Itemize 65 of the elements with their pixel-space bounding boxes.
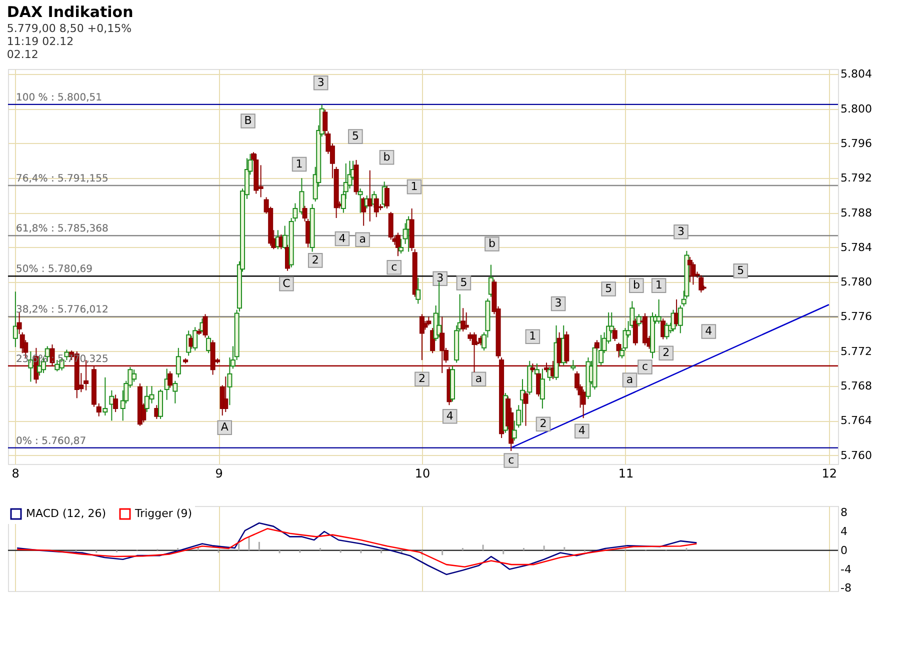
annotation: 2 bbox=[540, 417, 547, 430]
x-tick-label: 11 bbox=[618, 466, 634, 480]
annotation: 3 bbox=[554, 296, 562, 310]
y-tick-label: -4 bbox=[840, 562, 852, 576]
y-tick-label: 5.788 bbox=[840, 206, 872, 220]
annotation: 5 bbox=[352, 130, 359, 143]
y-tick-label: 5.784 bbox=[840, 240, 872, 254]
y-tick-label: 5.772 bbox=[840, 344, 872, 358]
annotation: 2 bbox=[662, 346, 670, 360]
x-tick-label: 10 bbox=[414, 466, 430, 480]
ref-line-label: 38,2% : 5.776,012 bbox=[16, 304, 108, 316]
text: 11:19 02.12 bbox=[6, 34, 74, 48]
annotation: 1 bbox=[410, 180, 418, 193]
y-tick-label: -8 bbox=[840, 582, 852, 595]
ref-line-label: 50% : 5.780,69 bbox=[16, 264, 92, 276]
annotation: 2 bbox=[418, 372, 426, 386]
x-tick-label: 12 bbox=[822, 466, 838, 480]
annotation: a bbox=[475, 372, 482, 386]
y-tick-label: 5.780 bbox=[840, 276, 872, 289]
annotation: 4 bbox=[338, 232, 346, 245]
y-tick-label: 5.800 bbox=[840, 102, 872, 116]
y-tick-label: 8 bbox=[840, 506, 848, 520]
annotation: C bbox=[282, 276, 291, 290]
y-tick-label: 5.760 bbox=[840, 448, 872, 462]
annotation: 1 bbox=[529, 330, 536, 343]
chart-subtitle: 5.779,00 8,50 +0,15% bbox=[6, 22, 132, 35]
annotation: 4 bbox=[578, 424, 586, 438]
ref-line-label: 100 % : 5.800,51 bbox=[16, 92, 102, 104]
y-tick-label: 5.776 bbox=[840, 310, 872, 324]
annotation: a bbox=[359, 232, 366, 246]
chart-title: DAX Indikation bbox=[6, 2, 134, 21]
annotation: 4 bbox=[705, 324, 712, 338]
y-tick-label: 4 bbox=[840, 525, 848, 538]
y-tick-label: 5.804 bbox=[840, 68, 872, 81]
annotation: 3 bbox=[678, 224, 685, 238]
y-tick-label: 5.768 bbox=[840, 380, 872, 393]
y-tick-label: 0 bbox=[840, 544, 848, 557]
annotation: b bbox=[488, 236, 496, 250]
annotation: 3 bbox=[317, 76, 324, 89]
annotation: A bbox=[220, 420, 229, 434]
annotation: b bbox=[632, 278, 640, 292]
annotation: a bbox=[626, 372, 634, 386]
annotation: 5 bbox=[460, 276, 468, 289]
legend-label: MACD (12, 26) bbox=[26, 507, 106, 520]
x-tick-label: 8 bbox=[12, 466, 20, 480]
ref-line-label: 0% : 5.760,87 bbox=[16, 436, 86, 447]
annotation: 5 bbox=[605, 282, 612, 296]
annotation: 2 bbox=[312, 253, 319, 266]
y-tick-label: 5.796 bbox=[840, 136, 872, 150]
annotation: 4 bbox=[446, 409, 454, 422]
annotation: B bbox=[244, 114, 252, 127]
text: 02.12 bbox=[6, 48, 38, 61]
ref-line-label: 61,8% : 5.785,368 bbox=[16, 224, 108, 235]
y-tick-label: 5.764 bbox=[840, 414, 872, 428]
annotation: c bbox=[508, 454, 514, 467]
annotation: c bbox=[391, 260, 398, 274]
y-tick-label: 5.792 bbox=[840, 172, 872, 185]
annotation: b bbox=[383, 150, 390, 164]
annotation: 1 bbox=[296, 157, 303, 170]
annotation: 5 bbox=[737, 264, 744, 277]
x-tick-label: 9 bbox=[215, 466, 223, 480]
annotation: c bbox=[642, 360, 648, 373]
annotation: 3 bbox=[436, 272, 444, 285]
legend-label: Trigger (9) bbox=[134, 507, 192, 520]
annotation: 1 bbox=[655, 278, 662, 292]
